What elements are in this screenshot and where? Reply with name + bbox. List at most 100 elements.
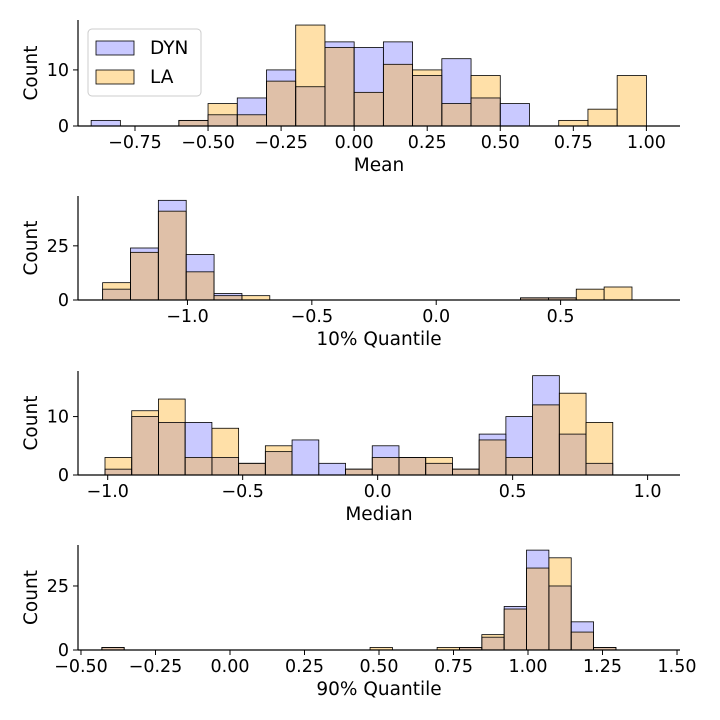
x-tick-label: 0.5 [547,307,575,327]
bar-la-bin-5 [238,463,266,475]
bar-dyn-bin-16 [532,375,560,475]
bar-la-bin-20 [548,557,572,650]
bar-la-bin-16 [558,120,588,126]
bar-la-bin-18 [617,75,647,126]
bar-dyn-bin-6 [266,69,296,126]
bar-dyn-bin-13 [471,97,501,126]
bar-dyn-bin-3 [178,120,209,126]
bar-la-bin-12 [370,647,393,650]
bar-dyn-bin-15 [520,297,549,300]
bar-dyn-bin-0 [102,289,131,300]
x-tick-label: 0.00 [211,657,250,677]
bar-dyn-bin-17 [481,637,505,650]
bar-la-bin-3 [185,457,212,475]
bar-dyn-bin-4 [211,457,239,475]
x-axis-label: 10% Quantile [316,329,441,350]
legend-label-la: LA [150,67,174,88]
bar-dyn-bin-20 [548,585,572,650]
bar-la-bin-12 [425,457,453,475]
bar-dyn-bin-11 [412,75,442,126]
legend: DYN LA [87,28,202,97]
bar-dyn-bin-14 [479,434,506,475]
bar-dyn-bin-10 [383,41,413,126]
bar-la-bin-2 [158,211,187,300]
x-axis-label: Mean [354,155,404,176]
bar-la-bin-9 [354,92,384,126]
bar-dyn-bin-10 [372,445,399,475]
y-tick-label: 0 [58,117,69,137]
bar-dyn-bin-21 [571,621,594,650]
x-tick-label: 0.0 [364,482,392,502]
bar-dyn-bin-13 [452,469,480,475]
bar-dyn-bin-12 [425,463,453,475]
x-tick-label: 0.75 [434,657,473,677]
bar-dyn-bin-5 [237,97,267,126]
bar-dyn-bin-19 [526,550,549,650]
bar-la-bin-11 [398,457,426,475]
bar-la-bin-17 [481,634,505,650]
bar-la-bin-2 [158,399,186,475]
bar-dyn-bin-7 [295,86,325,126]
bar-dyn-bin-16 [548,297,577,300]
x-tick-label: 0.25 [285,657,324,677]
bar-dyn-bin-16 [459,647,482,650]
bar-la-bin-16 [548,297,577,300]
x-axis-label: Median [345,504,412,525]
bar-la-bin-15 [520,297,549,300]
bar-la-bin-11 [412,69,442,126]
bar-dyn-bin-6 [265,451,293,475]
bar-dyn-bin-15 [505,416,533,475]
x-tick-label: −0.50 [54,657,108,677]
y-tick-label: 0 [58,641,69,661]
bar-dyn-bin-8 [324,41,355,126]
bar-dyn-bin-8 [318,463,346,475]
bar-la-bin-0 [102,282,131,300]
x-tick-label: −0.50 [181,133,235,153]
bar-la-bin-10 [372,457,399,475]
bar-la-bin-13 [471,75,501,126]
bar-la-bin-0 [104,457,132,475]
x-tick-label: −0.25 [129,657,183,677]
legend-swatch-dyn [95,40,135,56]
bar-la-bin-1 [130,252,159,300]
bar-la-bin-0 [101,647,125,650]
y-axis-label: Count [21,221,42,276]
bar-la-bin-6 [266,81,296,126]
x-axis-label: 90% Quantile [316,679,441,700]
x-tick-label: 1.00 [509,657,548,677]
y-axis-label: Count [21,396,42,451]
x-tick-label: 0.75 [554,133,593,153]
bar-dyn-bin-9 [354,47,384,127]
bar-dyn-bin-9 [345,469,373,475]
x-tick-label: −0.5 [221,482,264,502]
x-tick-label: −0.75 [108,133,162,153]
bar-dyn-bin-0 [101,647,125,650]
bar-la-bin-17 [587,109,618,126]
bar-la-bin-1 [131,410,159,475]
bar-la-bin-3 [178,120,209,126]
x-tick-label: 0.5 [499,482,527,502]
bar-la-bin-21 [571,632,594,650]
bar-dyn-bin-7 [292,439,319,475]
bar-la-bin-4 [214,295,242,300]
x-tick-label: −1.0 [166,307,209,327]
x-tick-label: 1.0 [634,482,662,502]
bar-dyn-bin-3 [185,422,212,475]
bar-dyn-bin-17 [559,434,587,475]
x-tick-label: 1.00 [627,133,666,153]
y-tick-label: 25 [47,237,69,257]
bar-dyn-bin-4 [214,293,242,300]
x-tick-label: 1.25 [583,657,622,677]
bar-la-bin-5 [241,295,270,300]
x-tick-label: 1.50 [658,657,697,677]
bar-dyn-bin-11 [398,457,426,475]
bar-la-bin-14 [479,439,506,475]
histogram-panel-3: −1.0 −0.5 0.0 0.5 1.0 0 10 Median Count [21,371,680,525]
legend-box [87,28,202,97]
bar-dyn-bin-2 [158,422,186,475]
bar-dyn-bin-0 [91,120,121,126]
histogram-panel-1: −0.75 −0.50 −0.25 0.00 0.25 0.50 0.75 1.00 0 10 Me… [21,20,680,176]
bar-dyn-bin-18 [504,606,527,650]
y-tick-label: 10 [47,408,69,428]
